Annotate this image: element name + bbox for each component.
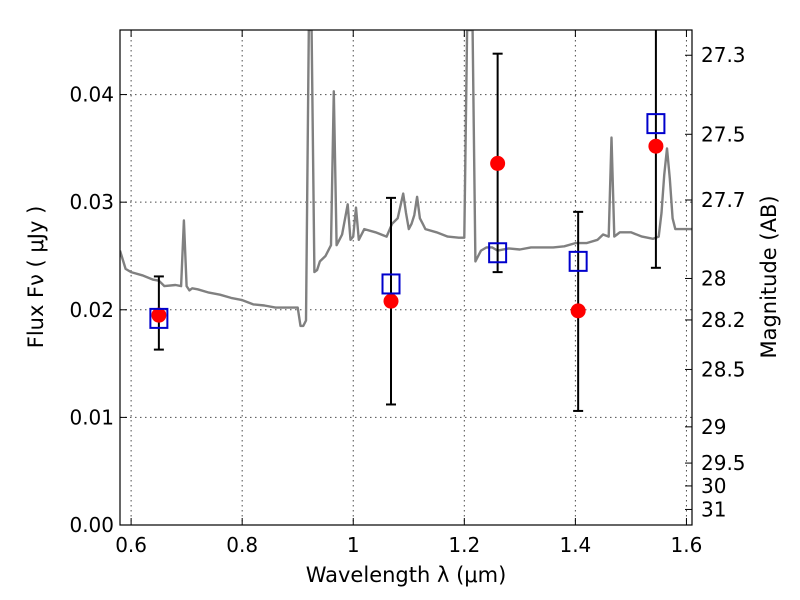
magnitude-tick-label: 27.3 xyxy=(701,43,746,67)
x-tick-label: 1.2 xyxy=(448,533,480,557)
magnitude-tick-label: 28.2 xyxy=(701,308,746,332)
magnitude-tick-label: 28 xyxy=(701,266,726,290)
observed-flux-point xyxy=(383,293,399,309)
model-flux-square xyxy=(568,250,588,272)
plot-background xyxy=(120,30,692,525)
observed-flux-point xyxy=(490,155,506,171)
y-tick-label: 0.02 xyxy=(69,298,114,322)
magnitude-tick-label: 31 xyxy=(701,497,726,521)
plot-frame xyxy=(119,29,693,526)
magnitude-tick-label: 28.5 xyxy=(701,357,746,381)
x-tick-label: 0.6 xyxy=(115,533,147,557)
y-tick-label: 0.03 xyxy=(69,190,114,214)
magnitude-tick-label: 29.5 xyxy=(701,451,746,475)
model-flux-square xyxy=(646,113,666,135)
x-tick-label: 1.4 xyxy=(559,533,591,557)
magnitude-tick-label: 27.5 xyxy=(701,122,746,146)
x-axis-title: Wavelength λ (μm) xyxy=(306,563,507,587)
y-tick-label: 0.01 xyxy=(69,405,114,429)
y-tick-label: 0.04 xyxy=(69,83,114,107)
data-layer xyxy=(120,30,692,412)
model-flux-square xyxy=(488,242,508,264)
observed-flux-point xyxy=(648,138,664,154)
axis-ticks: 0.6 0.8 1 1.2 1.4 1.6 0.00 0.01 0.02 0.03 0.04 27.3… xyxy=(69,30,746,557)
observed-flux-point xyxy=(151,307,167,323)
grid-lines xyxy=(120,30,692,525)
x-tick-label: 1 xyxy=(347,533,360,557)
model-flux-square xyxy=(381,273,401,295)
x-tick-label: 1.6 xyxy=(671,533,703,557)
x-tick-label: 0.8 xyxy=(226,533,258,557)
magnitude-axis-title: Magnitude (AB) xyxy=(757,195,781,358)
y-tick-label: 0.00 xyxy=(69,513,114,537)
observed-flux-point xyxy=(570,303,586,319)
magnitude-tick-label: 30 xyxy=(701,474,726,498)
model-flux-square xyxy=(149,307,169,329)
magnitude-tick-label: 29 xyxy=(701,415,726,439)
magnitude-tick-label: 27.7 xyxy=(701,188,746,212)
model-spectrum-line xyxy=(120,30,692,328)
y-axis-title: Flux Fν ( μJy ) xyxy=(24,206,48,349)
